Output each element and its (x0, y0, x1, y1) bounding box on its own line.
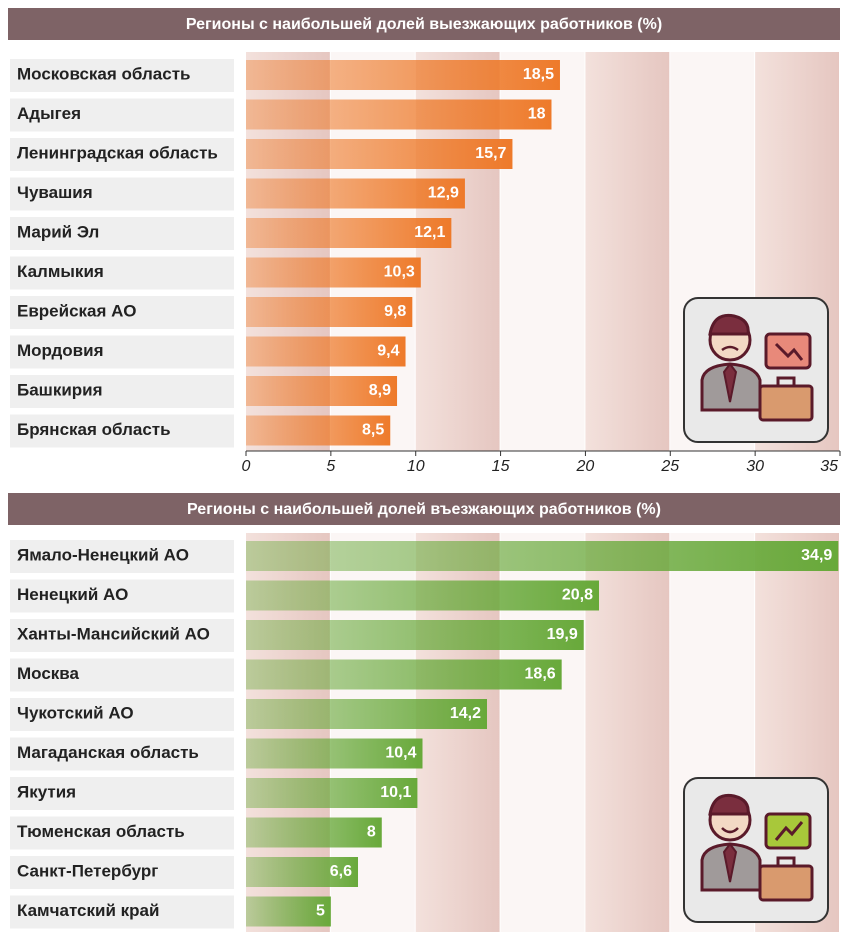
x-tick-label: 15 (492, 458, 510, 475)
category-label: Ненецкий АО (17, 585, 128, 604)
category-label: Адыгея (17, 104, 81, 123)
value-label: 9,8 (384, 303, 406, 320)
bar (246, 620, 584, 650)
value-label: 15,7 (475, 145, 506, 162)
bar (246, 581, 599, 611)
category-label: Марий Эл (17, 222, 99, 241)
value-label: 19,9 (547, 626, 578, 643)
category-label: Башкирия (17, 380, 103, 399)
category-label: Санкт-Петербург (17, 861, 158, 880)
value-label: 12,1 (414, 224, 445, 241)
chart-title: Регионы с наибольшей долей выезжающих ра… (186, 16, 662, 33)
bar (246, 541, 838, 571)
value-label: 20,8 (562, 587, 593, 604)
chart-title: Регионы с наибольшей долей въезжающих ра… (187, 501, 661, 518)
x-tick-label: 5 (326, 458, 335, 475)
category-label: Московская область (17, 64, 190, 83)
value-label: 18,5 (523, 66, 554, 83)
x-tick-label: 25 (660, 458, 679, 475)
icon-up (684, 778, 828, 922)
category-label: Брянская область (17, 420, 171, 439)
infographic: Регионы с наибольшей долей выезжающих ра… (0, 0, 848, 932)
value-label: 34,9 (801, 547, 832, 564)
value-label: 14,2 (450, 705, 481, 722)
category-label: Ленинградская область (17, 143, 218, 162)
value-label: 5 (316, 903, 325, 920)
bar (246, 139, 512, 169)
x-tick-label: 30 (746, 458, 764, 475)
value-label: 10,1 (380, 784, 411, 801)
value-label: 8,5 (362, 422, 384, 439)
category-label: Якутия (17, 782, 76, 801)
category-label: Мордовия (17, 341, 104, 360)
x-tick-label: 35 (820, 458, 838, 475)
bar (246, 100, 551, 130)
value-label: 10,3 (384, 264, 415, 281)
icon-down (684, 298, 828, 442)
value-label: 18 (528, 106, 546, 123)
x-tick-label: 0 (242, 458, 251, 475)
x-tick-label: 10 (407, 458, 425, 475)
bar (246, 660, 562, 690)
category-label: Тюменская область (17, 822, 185, 841)
category-label: Ямало-Ненецкий АО (17, 545, 189, 564)
category-label: Москва (17, 664, 80, 683)
category-label: Чувашия (17, 183, 93, 202)
category-label: Камчатский край (17, 901, 159, 920)
value-label: 6,6 (330, 863, 352, 880)
category-label: Чукотский АО (17, 703, 134, 722)
value-label: 9,4 (377, 343, 399, 360)
value-label: 12,9 (428, 185, 459, 202)
value-label: 10,4 (385, 745, 416, 762)
value-label: 18,6 (525, 666, 556, 683)
category-label: Ханты-Мансийский АО (17, 624, 210, 643)
category-label: Калмыкия (17, 262, 104, 281)
category-label: Еврейская АО (17, 301, 136, 320)
category-label: Магаданская область (17, 743, 199, 762)
value-label: 8 (367, 824, 376, 841)
value-label: 8,9 (369, 382, 391, 399)
bar (246, 60, 560, 90)
bar (246, 818, 382, 848)
x-tick-label: 20 (576, 458, 595, 475)
background-band (585, 52, 670, 451)
